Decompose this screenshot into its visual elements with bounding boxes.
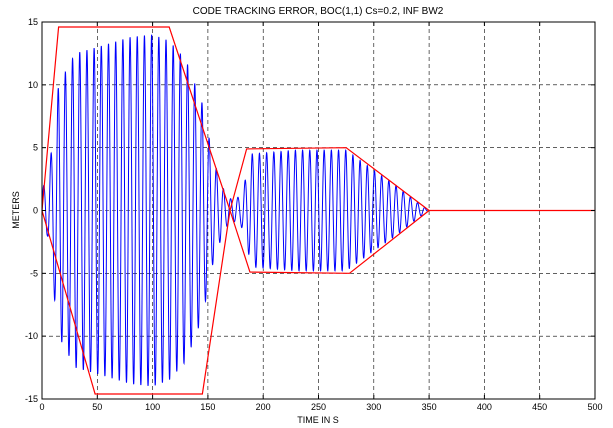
envelope-line <box>41 26 231 211</box>
envelope-line <box>229 210 430 274</box>
x-axis-label: TIME IN S <box>297 415 339 425</box>
x-tick-label: 500 <box>587 402 602 412</box>
chart-title: CODE TRACKING ERROR, BOC(1,1) Cs=0.2, IN… <box>193 6 444 17</box>
y-tick-label: 10 <box>28 80 38 90</box>
x-tick-label: 100 <box>145 402 160 412</box>
x-tick-label: 450 <box>532 402 547 412</box>
y-tick-label: -15 <box>25 394 38 404</box>
x-tick-label: 400 <box>477 402 492 412</box>
envelope-line <box>41 210 231 395</box>
x-tick-label: 200 <box>256 402 271 412</box>
y-tick-label: 5 <box>33 143 38 153</box>
y-tick-label: 0 <box>33 206 38 216</box>
plot-series <box>41 26 595 395</box>
y-tick-label: -5 <box>30 268 38 278</box>
signal-line <box>41 34 428 387</box>
ticks: 0 50 100 150 200 250 300 350 400 450 500 -15 -10 -5 0 5… <box>25 17 603 412</box>
y-axis-label: METERS <box>11 191 21 229</box>
x-tick-label: 50 <box>92 402 102 412</box>
x-tick-label: 150 <box>200 402 215 412</box>
x-tick-label: 0 <box>39 402 44 412</box>
x-tick-label: 250 <box>311 402 326 412</box>
envelope-line <box>229 147 430 211</box>
y-tick-label: -10 <box>25 331 38 341</box>
x-tick-label: 300 <box>366 402 381 412</box>
y-tick-label: 15 <box>28 17 38 27</box>
x-tick-label: 350 <box>422 402 437 412</box>
